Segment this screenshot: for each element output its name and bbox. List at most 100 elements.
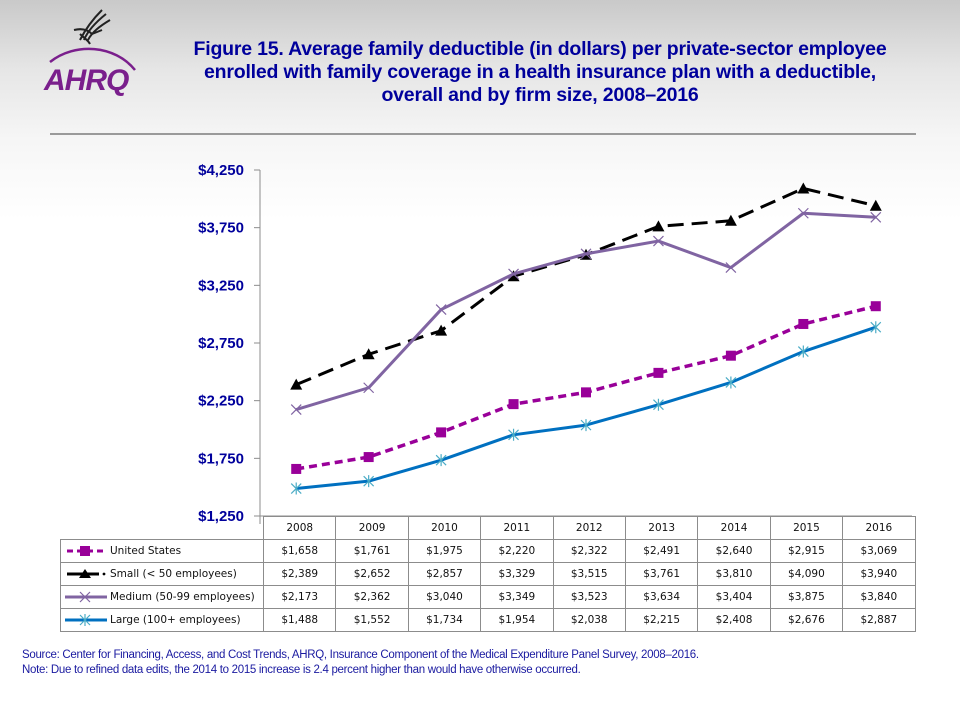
data-table-row-medium: Medium (50-99 employees) $2,173 $2,362 $… bbox=[60, 585, 916, 609]
data-point-x bbox=[797, 207, 809, 219]
y-tick-label: $2,250 bbox=[198, 393, 244, 410]
table-cell: $3,840 bbox=[842, 585, 916, 609]
data-point-asterisk bbox=[653, 398, 664, 411]
data-point-x bbox=[508, 268, 519, 280]
data-point-triangle bbox=[724, 214, 737, 226]
series-line bbox=[295, 186, 877, 387]
data-point-x bbox=[580, 248, 592, 260]
logo-text: AHRQ bbox=[43, 64, 129, 97]
legend-key-asterisk-icon bbox=[65, 614, 107, 626]
data-point-x bbox=[290, 404, 302, 415]
table-cell: $3,040 bbox=[407, 585, 482, 609]
table-cell: $3,875 bbox=[769, 585, 844, 609]
table-cell: $3,523 bbox=[552, 585, 626, 609]
legend-entry-united-states: United States bbox=[60, 539, 264, 563]
legend-label: Large (100+ employees) bbox=[110, 614, 241, 626]
table-cell: $3,069 bbox=[842, 539, 916, 563]
series-small-50-employees bbox=[290, 182, 882, 390]
table-cell: $3,810 bbox=[697, 562, 771, 586]
table-cell: $2,322 bbox=[552, 539, 626, 563]
table-cell: $3,634 bbox=[624, 585, 699, 609]
legend-key-x-icon bbox=[65, 591, 107, 603]
data-table-row-large: Large (100+ employees) $1,488 $1,552 $1,… bbox=[60, 608, 916, 632]
x-tick-label: 2016 bbox=[842, 516, 916, 540]
legend-key-square-icon bbox=[67, 546, 105, 556]
table-cell: $2,408 bbox=[697, 608, 771, 632]
legend-entry-medium: Medium (50-99 employees) bbox=[60, 585, 264, 609]
table-cell: $1,954 bbox=[480, 608, 554, 632]
data-point-x bbox=[725, 262, 737, 273]
table-cell: $2,220 bbox=[480, 539, 554, 563]
series-large-100-employees bbox=[290, 321, 882, 495]
table-cell: $2,915 bbox=[769, 539, 844, 563]
table-cell: $2,887 bbox=[842, 608, 916, 632]
data-table-row-united-states: United States $1,658 $1,761 $1,975 $2,22… bbox=[60, 539, 916, 563]
table-cell: $2,215 bbox=[624, 608, 699, 632]
x-tick-label: 2008 bbox=[262, 516, 337, 540]
data-point-x bbox=[653, 235, 664, 247]
data-point-asterisk bbox=[580, 419, 592, 432]
table-cell: $2,038 bbox=[552, 608, 626, 632]
data-table-corner bbox=[60, 516, 264, 540]
series-united-states bbox=[291, 301, 881, 474]
data-point-square bbox=[581, 387, 591, 398]
table-cell: $4,090 bbox=[769, 562, 844, 586]
data-point-triangle bbox=[797, 182, 810, 194]
y-tick-label: $3,250 bbox=[198, 277, 244, 294]
table-cell: $1,975 bbox=[407, 539, 482, 563]
data-point-x bbox=[435, 304, 447, 315]
data-point-triangle bbox=[869, 199, 882, 211]
data-point-asterisk bbox=[363, 475, 375, 488]
x-tick-label: 2009 bbox=[335, 516, 409, 540]
title-divider bbox=[50, 133, 916, 135]
series-layer bbox=[290, 182, 882, 495]
y-tick-label: $1,750 bbox=[198, 450, 244, 467]
table-cell: $2,173 bbox=[262, 585, 337, 609]
series-line bbox=[295, 211, 876, 411]
table-cell: $2,389 bbox=[262, 562, 337, 586]
data-point-asterisk bbox=[290, 482, 302, 495]
table-cell: $1,761 bbox=[335, 539, 409, 563]
data-point-asterisk bbox=[797, 345, 809, 358]
table-cell: $3,404 bbox=[697, 585, 771, 609]
series-medium-50-99-employees bbox=[290, 207, 882, 415]
x-tick-label: 2013 bbox=[624, 516, 699, 540]
data-point-square bbox=[291, 463, 302, 474]
data-point-x bbox=[363, 382, 375, 394]
table-cell: $3,329 bbox=[480, 562, 554, 586]
hhs-eagle-icon bbox=[73, 9, 111, 45]
data-point-triangle bbox=[652, 220, 665, 232]
y-tick-label: $3,750 bbox=[198, 220, 244, 237]
legend-label: Small (< 50 employees) bbox=[110, 568, 237, 580]
table-cell: $3,515 bbox=[552, 562, 626, 586]
logo-arc bbox=[49, 47, 136, 71]
table-cell: $3,349 bbox=[480, 585, 554, 609]
data-point-square bbox=[653, 367, 664, 378]
table-cell: $2,857 bbox=[407, 562, 482, 586]
x-tick-label: 2010 bbox=[407, 516, 482, 540]
data-point-triangle bbox=[507, 270, 520, 282]
table-cell: $2,652 bbox=[335, 562, 409, 586]
table-cell: $1,552 bbox=[335, 608, 409, 632]
data-point-triangle bbox=[435, 324, 448, 336]
table-cell: $2,640 bbox=[697, 539, 771, 563]
chart-title: Figure 15. Average family deductible (in… bbox=[193, 38, 887, 106]
y-tick-label: $4,250 bbox=[198, 162, 244, 179]
data-point-asterisk bbox=[508, 428, 519, 441]
legend-label: United States bbox=[110, 545, 182, 557]
table-cell: $1,488 bbox=[262, 608, 337, 632]
x-tick-label: 2012 bbox=[552, 516, 626, 540]
table-cell: $3,761 bbox=[624, 562, 699, 586]
table-cell: $1,658 bbox=[262, 539, 337, 563]
legend-label: Medium (50-99 employees) bbox=[110, 591, 255, 603]
data-point-asterisk bbox=[435, 454, 447, 467]
data-point-x bbox=[870, 211, 882, 223]
data-table-header-row: 2008 2009 2010 2011 2012 2013 2014 2015 … bbox=[60, 516, 916, 540]
data-point-triangle bbox=[362, 348, 375, 360]
data-table: 2008 2009 2010 2011 2012 2013 2014 2015 … bbox=[60, 516, 916, 632]
data-table-row-small: Small (< 50 employees) $2,389 $2,652 $2,… bbox=[60, 562, 916, 586]
data-point-square bbox=[798, 318, 809, 329]
table-cell: $2,491 bbox=[624, 539, 699, 563]
table-cell: $2,676 bbox=[769, 608, 844, 632]
data-point-square bbox=[725, 350, 736, 361]
